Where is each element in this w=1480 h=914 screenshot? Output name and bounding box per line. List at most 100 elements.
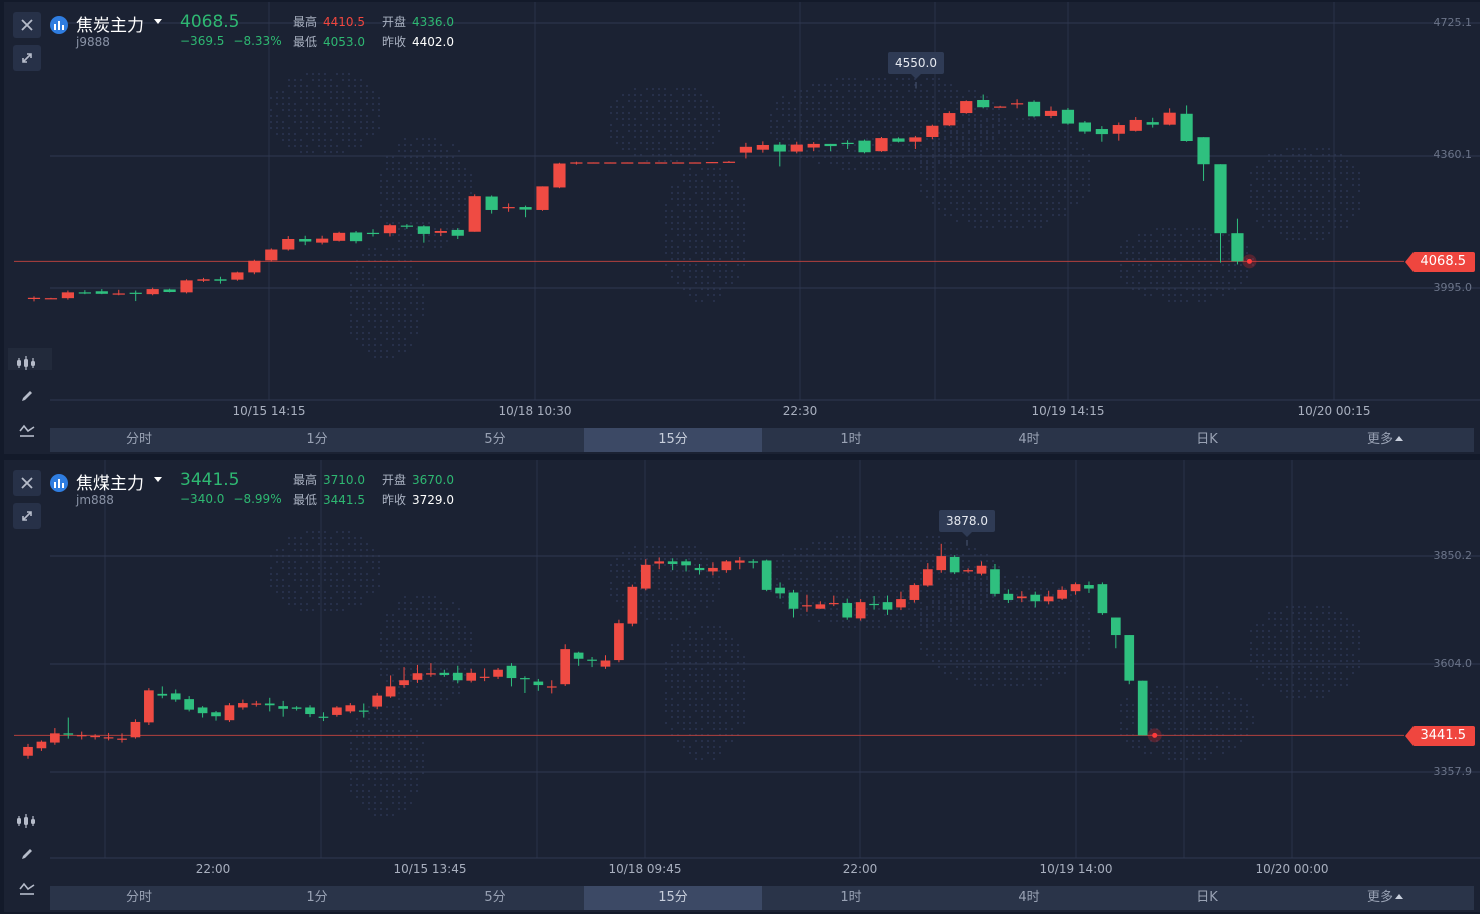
candle bbox=[681, 559, 691, 572]
chevron-down-icon[interactable] bbox=[154, 477, 162, 482]
pencil-icon[interactable] bbox=[13, 841, 41, 867]
candle bbox=[78, 290, 91, 295]
change-value: −340.0 bbox=[180, 492, 225, 506]
tab-daily[interactable]: 日K bbox=[1196, 432, 1218, 447]
candle bbox=[157, 686, 168, 699]
tab-15min[interactable]: 15分 bbox=[584, 886, 762, 910]
candle bbox=[130, 719, 141, 739]
tab-15min[interactable]: 15分 bbox=[584, 428, 762, 452]
candle bbox=[76, 731, 87, 740]
candle bbox=[739, 142, 753, 159]
candle bbox=[163, 288, 176, 293]
stat-open: 开盘 3670.0 bbox=[382, 473, 455, 487]
candle bbox=[963, 568, 973, 573]
candles bbox=[27, 94, 1244, 302]
candle bbox=[1112, 122, 1125, 141]
close-icon[interactable] bbox=[13, 12, 41, 38]
candle bbox=[638, 162, 651, 164]
instrument-name[interactable]: 焦炭主力 bbox=[76, 16, 144, 36]
candle bbox=[144, 688, 154, 726]
tab-daily[interactable]: 日K bbox=[1196, 890, 1218, 905]
candle bbox=[909, 135, 922, 149]
tab-4hour[interactable]: 4时 bbox=[1018, 890, 1040, 905]
x-tick-label: 10/19 14:15 bbox=[1031, 404, 1105, 418]
chart-panel-coking-coal[interactable]: 焦煤主力 jm888 3441.5 −340.0 −8.99% 最高 3710.0 … bbox=[4, 460, 1480, 912]
candle bbox=[761, 559, 772, 592]
candle bbox=[858, 139, 871, 154]
y-tick-label: 3850.2 bbox=[1433, 549, 1473, 562]
candle bbox=[1146, 117, 1159, 128]
candle bbox=[412, 664, 423, 683]
candle bbox=[224, 703, 235, 722]
candle bbox=[170, 689, 181, 702]
candle bbox=[439, 669, 450, 677]
candle bbox=[882, 595, 893, 615]
chart-canvas[interactable] bbox=[4, 460, 1480, 912]
x-tick-label: 10/18 10:30 bbox=[498, 404, 572, 418]
x-tick-label: 22:30 bbox=[782, 404, 818, 418]
candle bbox=[1030, 591, 1041, 608]
instrument-code: jm888 bbox=[76, 493, 114, 507]
candle bbox=[264, 697, 275, 712]
candle bbox=[332, 706, 342, 717]
candle bbox=[349, 231, 363, 244]
chart-canvas[interactable] bbox=[4, 2, 1480, 454]
x-tick-label: 10/15 13:45 bbox=[393, 862, 467, 876]
candle bbox=[977, 94, 990, 109]
candle bbox=[842, 598, 853, 620]
expand-icon[interactable] bbox=[13, 503, 41, 529]
change-text: −369.5 −8.33% bbox=[180, 34, 282, 48]
candle bbox=[493, 667, 503, 679]
tab-more[interactable]: 更多 bbox=[1296, 428, 1474, 452]
tab-5min[interactable]: 5分 bbox=[484, 432, 506, 447]
tab-fenshi[interactable]: 分时 bbox=[125, 432, 152, 447]
instrument-code: j9888 bbox=[76, 35, 110, 49]
candle bbox=[211, 710, 221, 721]
instrument-name[interactable]: 焦煤主力 bbox=[76, 474, 144, 494]
close-icon[interactable] bbox=[13, 470, 41, 496]
tab-5min[interactable]: 5分 bbox=[484, 890, 506, 905]
tab-1hour[interactable]: 1时 bbox=[840, 432, 862, 447]
tab-4hour[interactable]: 4时 bbox=[1018, 432, 1040, 447]
candle bbox=[520, 676, 530, 693]
more-label: 更多 bbox=[1366, 890, 1393, 905]
candle bbox=[708, 562, 718, 576]
tab-fenshi[interactable]: 分时 bbox=[125, 890, 152, 905]
candle bbox=[896, 591, 906, 611]
candle bbox=[734, 556, 745, 570]
candle bbox=[1214, 164, 1227, 263]
change-value: −369.5 bbox=[180, 34, 225, 48]
tab-1min[interactable]: 1分 bbox=[306, 432, 328, 447]
chart-panel-coke[interactable]: 焦炭主力 j9888 4068.5 −369.5 −8.33% 最高 4410.5 … bbox=[4, 2, 1480, 454]
wave-icon[interactable] bbox=[13, 875, 41, 901]
candle bbox=[1044, 106, 1058, 119]
candle bbox=[117, 733, 127, 743]
tab-more[interactable]: 更多 bbox=[1296, 886, 1474, 910]
candle bbox=[721, 560, 732, 573]
candle bbox=[332, 231, 346, 242]
candle bbox=[627, 584, 638, 627]
expand-icon[interactable] bbox=[13, 45, 41, 71]
x-tick-label: 22:00 bbox=[195, 862, 231, 876]
caret-up-icon bbox=[1395, 436, 1403, 441]
pencil-icon[interactable] bbox=[13, 383, 41, 409]
candle bbox=[1057, 586, 1067, 600]
candle bbox=[869, 596, 879, 610]
candle bbox=[61, 290, 75, 300]
candle bbox=[519, 205, 532, 218]
candle bbox=[802, 594, 812, 612]
chevron-down-icon[interactable] bbox=[154, 19, 162, 24]
candle bbox=[756, 141, 769, 153]
x-tick-label: 10/18 09:45 bbox=[608, 862, 682, 876]
candle bbox=[385, 675, 396, 698]
candle bbox=[705, 162, 719, 164]
candle bbox=[788, 589, 799, 618]
candle bbox=[1231, 218, 1244, 265]
wave-icon[interactable] bbox=[13, 417, 41, 443]
tab-1hour[interactable]: 1时 bbox=[840, 890, 862, 905]
indicator-icon[interactable] bbox=[13, 808, 41, 834]
tab-1min[interactable]: 1分 bbox=[306, 890, 328, 905]
candle bbox=[23, 743, 33, 759]
candle bbox=[129, 290, 142, 302]
indicator-icon[interactable] bbox=[13, 350, 41, 376]
